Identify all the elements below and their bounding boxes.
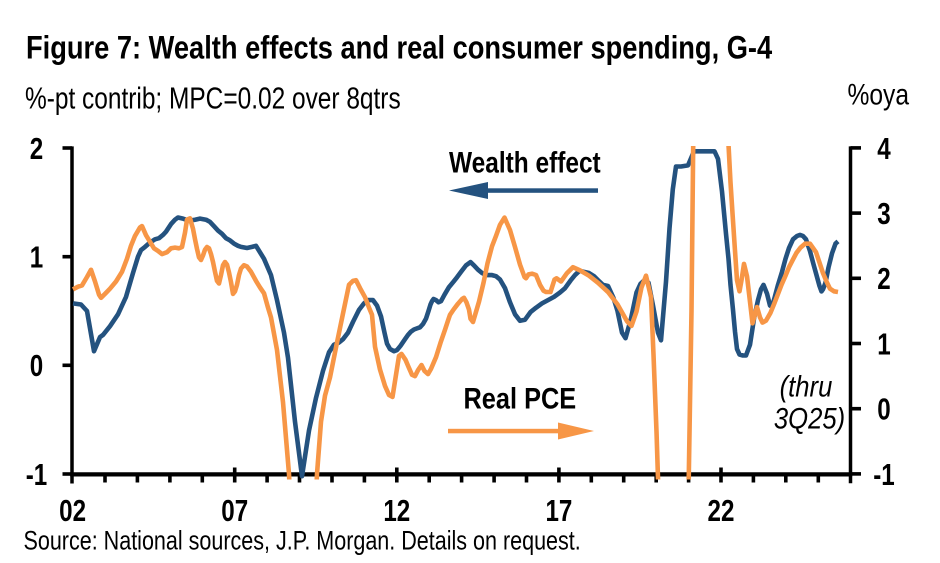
svg-text:1: 1 [877,326,890,361]
svg-text:(thru: (thru [780,370,833,403]
svg-text:-1: -1 [26,457,47,492]
svg-text:0: 0 [30,348,43,383]
svg-text:Figure 7: Wealth effects and r: Figure 7: Wealth effects and real consum… [26,30,772,66]
svg-text:02: 02 [59,493,86,528]
svg-text:Real PCE: Real PCE [464,382,577,415]
svg-text:22: 22 [708,493,735,528]
svg-text:%-pt contrib; MPC=0.02 over 8q: %-pt contrib; MPC=0.02 over 8qtrs [25,81,401,115]
svg-text:2: 2 [877,261,890,296]
svg-text:Source: National sources, J.P.: Source: National sources, J.P. Morgan. D… [24,526,581,556]
svg-text:12: 12 [383,493,410,528]
svg-text:Wealth effect: Wealth effect [449,145,601,179]
svg-text:1: 1 [30,240,43,275]
svg-text:3: 3 [877,196,890,231]
svg-text:3Q25): 3Q25) [774,402,845,435]
svg-text:-1: -1 [873,457,894,492]
svg-text:%oya: %oya [848,77,910,111]
svg-text:07: 07 [221,493,248,528]
svg-text:17: 17 [545,493,572,528]
svg-text:4: 4 [877,131,891,166]
svg-text:0: 0 [877,392,890,427]
svg-text:2: 2 [30,131,43,166]
